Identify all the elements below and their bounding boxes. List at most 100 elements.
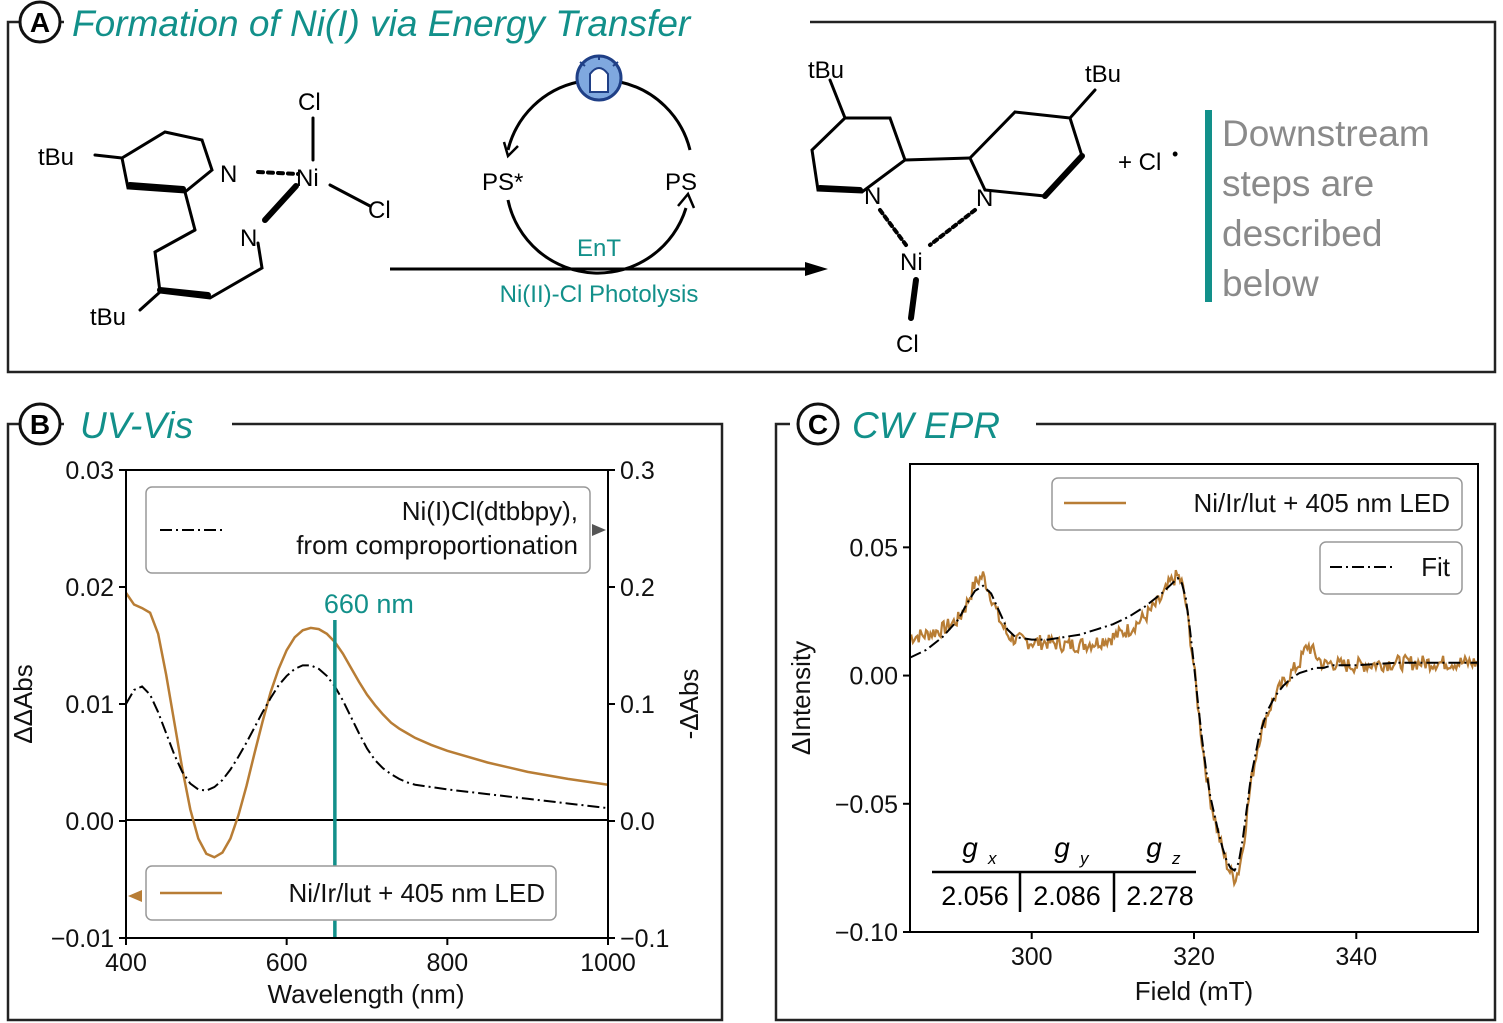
panel-c-letter: C [808, 409, 828, 440]
downstream-note: Downstream steps are described below [1222, 113, 1430, 304]
epr-ytick-label: 0.00 [849, 663, 898, 691]
led-bulb-icon [575, 54, 623, 102]
ent-cycle [502, 80, 696, 275]
reactant-cl2: Cl [368, 197, 391, 224]
uvvis-660-label: 660 nm [324, 589, 414, 619]
epr-legend-led: Ni/Ir/lut + 405 nm LED [1051, 477, 1463, 531]
panel-c-badge [796, 402, 840, 446]
g-sub-x: x [987, 849, 997, 868]
g-sub-y: y [1079, 849, 1090, 868]
epr-ytick-label: 0.05 [849, 534, 898, 562]
reactant-structure [93, 116, 372, 312]
uvvis-ylabel: ΔΔAbs [8, 664, 38, 744]
note-line-4: below [1222, 263, 1319, 304]
reactant-n2: N [240, 225, 257, 252]
epr-axes-frame [909, 463, 1479, 933]
radical-dot: • [1172, 144, 1178, 164]
panel-b-badge [18, 402, 62, 446]
epr-ylabel: ΔIntensity [786, 641, 816, 755]
epr-xtick-label: 300 [1011, 943, 1053, 971]
panel-b-title: UV-Vis [80, 405, 193, 446]
epr-legend-led-label: Ni/Ir/lut + 405 nm LED [1194, 488, 1451, 518]
uvvis-xtick-label: 800 [426, 949, 468, 977]
uvvis-right-axis-arrow [592, 524, 606, 536]
reaction-arrowhead [805, 262, 828, 276]
g-value-z: 2.278 [1126, 881, 1194, 911]
panel-a: A Formation of Ni(I) via Energy Transfer… [6, 0, 1497, 374]
panel-c-frame [774, 422, 1497, 1022]
panel-a-letter: A [30, 7, 50, 38]
uvvis-ytick-label: −0.01 [51, 925, 114, 953]
epr-ytick-label: −0.10 [835, 919, 898, 947]
epr-xtick-label: 320 [1173, 943, 1215, 971]
reactant-cl1: Cl [298, 89, 321, 116]
uvvis-ytick-label: 0.02 [65, 574, 114, 602]
uvvis-axes-frame [125, 469, 609, 939]
uvvis-legend-bottom: Ni/Ir/lut + 405 nm LED [145, 865, 557, 921]
panel-b-letter: B [30, 409, 50, 440]
byproduct-cl: + Cl [1118, 149, 1161, 176]
reaction-arrow-label: Ni(II)-Cl Photolysis [500, 281, 699, 308]
cycle-ent-label: EnT [577, 235, 621, 262]
note-line-1: Downstream [1222, 113, 1430, 154]
g-value-x: 2.056 [941, 881, 1009, 911]
note-bar [1205, 110, 1212, 302]
uvvis-y2tick-label: 0.1 [620, 691, 655, 719]
uvvis-left-axis-arrow [128, 890, 142, 902]
panel-a-badge [18, 0, 62, 44]
uvvis-y2tick-label: 0.3 [620, 457, 655, 485]
uvvis-series-led [124, 592, 609, 859]
uvvis-y2tick-label: 0.2 [620, 574, 655, 602]
epr-legend-fit: Fit [1319, 541, 1463, 595]
product-n1: N [864, 183, 881, 210]
uvvis-y2tick-label: −0.1 [620, 925, 669, 953]
uvvis-y2label: -ΔAbs [674, 669, 704, 740]
note-line-3: described [1222, 213, 1382, 254]
product-ni: Ni [900, 249, 923, 276]
product-n2: N [976, 185, 993, 212]
uvvis-xtick-label: 400 [105, 949, 147, 977]
panel-c: C CW EPR 300 320 340 −0.10 −0.05 0.00 0.05 Ni/… [774, 402, 1497, 1022]
product-structure [810, 78, 1097, 321]
epr-series-fit [909, 576, 1478, 872]
panel-b-frame [6, 422, 724, 1022]
epr-chart: 300 320 340 −0.10 −0.05 0.00 0.05 Ni/Ir/lut + … [786, 463, 1479, 1006]
g-header-y: g [1054, 832, 1070, 863]
uvvis-ticks: 400 600 800 1000 −0.01 0.00 0.01 0.02 0.03 −0.1 0.… [51, 457, 670, 977]
product-tbu-right: tBu [1085, 61, 1121, 88]
panel-a-title: Formation of Ni(I) via Energy Transfer [72, 3, 692, 44]
uvvis-series-comprop [125, 664, 609, 810]
product-tbu-left: tBu [808, 57, 844, 84]
g-sub-z: z [1171, 849, 1181, 868]
uvvis-ytick-label: 0.01 [65, 691, 114, 719]
g-value-y: 2.086 [1033, 881, 1101, 911]
uvvis-xtick-label: 600 [266, 949, 308, 977]
uvvis-chart: 400 600 800 1000 −0.01 0.00 0.01 0.02 0.03 −0.1 0.… [8, 457, 704, 1009]
reactant-ni: Ni [296, 165, 319, 192]
uvvis-xtick-label: 1000 [580, 949, 636, 977]
epr-legend-fit-label: Fit [1421, 552, 1451, 582]
epr-ytick-label: −0.05 [835, 791, 898, 819]
uvvis-y2tick-label: 0.0 [620, 808, 655, 836]
uvvis-legend-led: Ni/Ir/lut + 405 nm LED [289, 878, 546, 908]
uvvis-ytick-label: 0.03 [65, 457, 114, 485]
uvvis-ytick-label: 0.00 [65, 808, 114, 836]
epr-xlabel: Field (mT) [1135, 976, 1253, 1006]
product-cl: Cl [896, 331, 919, 358]
reactant-tbu-bottom: tBu [90, 304, 126, 331]
uvvis-legend-top: Ni(I)Cl(dtbbpy), from comproportionation [145, 486, 591, 574]
g-header-z: g [1146, 832, 1162, 863]
panel-a-frame [6, 20, 1497, 374]
note-line-2: steps are [1222, 163, 1374, 204]
cycle-ps-star: PS* [482, 169, 523, 196]
cycle-ps: PS [665, 169, 697, 196]
g-header-x: g [962, 832, 978, 863]
g-tensor-table: g x g y g z 2.056 2.086 2.278 [932, 832, 1196, 912]
reactant-n1: N [220, 161, 237, 188]
panel-b: B UV-Vis 400 600 800 1000 −0.01 0.00 0.01 0.02 0… [6, 402, 724, 1022]
uvvis-legend-comprop-2: from comproportionation [296, 530, 578, 560]
reactant-tbu-top: tBu [38, 144, 74, 171]
uvvis-legend-comprop-1: Ni(I)Cl(dtbbpy), [402, 496, 578, 526]
uvvis-xlabel: Wavelength (nm) [268, 979, 465, 1009]
